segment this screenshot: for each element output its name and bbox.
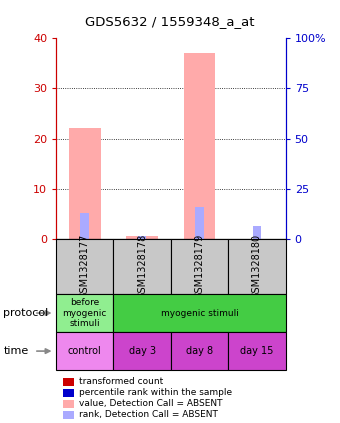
Text: myogenic stimuli: myogenic stimuli (160, 308, 238, 318)
Bar (138, 236, 147, 239)
Bar (171, 239, 228, 294)
Text: control: control (68, 346, 102, 356)
Bar (56, 239, 114, 294)
Bar (114, 332, 171, 370)
Text: time: time (3, 346, 29, 356)
Text: day 15: day 15 (240, 346, 274, 356)
Text: before
myogenic
stimuli: before myogenic stimuli (63, 298, 107, 328)
Text: rank, Detection Call = ABSENT: rank, Detection Call = ABSENT (79, 410, 218, 420)
Bar (195, 207, 204, 239)
Bar (126, 236, 158, 239)
Bar (81, 213, 89, 239)
Text: protocol: protocol (3, 308, 49, 318)
Text: percentile rank within the sample: percentile rank within the sample (79, 388, 232, 398)
Bar (184, 53, 215, 239)
Bar (114, 239, 171, 294)
Bar (56, 332, 114, 370)
Text: day 3: day 3 (129, 346, 156, 356)
Bar (171, 332, 228, 370)
Bar (253, 226, 261, 239)
Text: GSM1328180: GSM1328180 (252, 234, 262, 299)
Text: day 8: day 8 (186, 346, 213, 356)
Text: GDS5632 / 1559348_a_at: GDS5632 / 1559348_a_at (85, 15, 255, 28)
Bar (228, 332, 286, 370)
Text: GSM1328177: GSM1328177 (80, 234, 90, 299)
Text: value, Detection Call = ABSENT: value, Detection Call = ABSENT (79, 399, 222, 409)
Bar (69, 129, 101, 239)
Text: transformed count: transformed count (79, 377, 163, 387)
Bar (56, 294, 114, 332)
Bar (114, 294, 286, 332)
Text: GSM1328179: GSM1328179 (194, 234, 205, 299)
Bar (228, 239, 286, 294)
Text: GSM1328178: GSM1328178 (137, 234, 147, 299)
